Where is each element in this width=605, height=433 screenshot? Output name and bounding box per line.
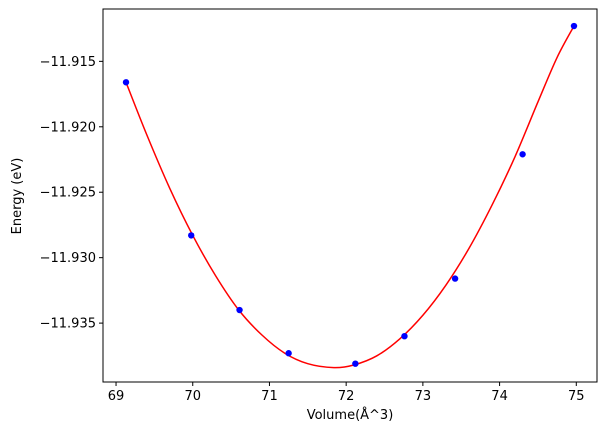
y-axis: −11.915 −11.920 −11.925 −11.930 −11.935 xyxy=(40,55,103,332)
y-tick-label: −11.920 xyxy=(40,120,96,135)
x-tick-label: 71 xyxy=(261,389,278,404)
data-point xyxy=(188,232,195,239)
x-tick-label: 69 xyxy=(108,389,125,404)
data-point xyxy=(236,306,243,314)
x-axis-label: Volume(Å^3) xyxy=(307,407,394,423)
y-tick-label: −11.930 xyxy=(40,251,96,266)
plot-area xyxy=(102,8,598,383)
series-layer xyxy=(122,22,578,369)
data-point xyxy=(122,79,130,86)
x-axis: 69 70 71 72 73 74 75 xyxy=(108,382,585,404)
x-tick-label: 74 xyxy=(491,389,508,404)
data-point xyxy=(352,360,359,367)
y-tick-label: −11.915 xyxy=(40,55,96,70)
x-tick-label: 70 xyxy=(184,389,201,404)
y-tick-label: −11.925 xyxy=(40,186,96,201)
data-point xyxy=(570,22,578,30)
x-tick-label: 75 xyxy=(568,389,585,404)
y-tick-label: −11.935 xyxy=(40,317,96,332)
data-point xyxy=(285,350,292,357)
data-point xyxy=(451,275,459,282)
data-point xyxy=(519,151,526,158)
data-point xyxy=(401,332,408,340)
x-tick-label: 73 xyxy=(415,389,432,404)
x-tick-label: 72 xyxy=(338,389,355,404)
y-axis-label: Energy (eV) xyxy=(10,158,25,235)
